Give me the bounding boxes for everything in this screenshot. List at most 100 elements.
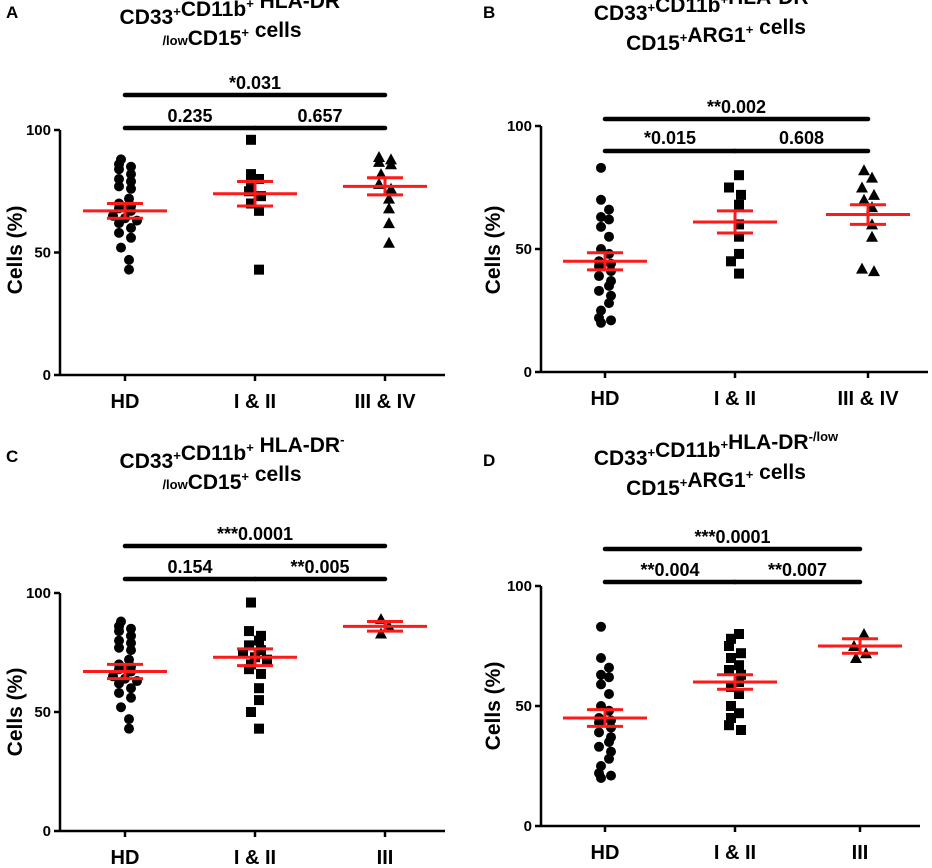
plot-area: 0 50 100 HD I & II III & IV *0.015 0.608 **0.002 xyxy=(507,97,928,410)
data-point-circle xyxy=(604,231,614,242)
y-axis-label: Cells (%) xyxy=(4,668,27,757)
data-point-circle xyxy=(114,164,124,175)
x-tick-label: III xyxy=(852,842,869,864)
panel-label: D xyxy=(483,451,495,470)
data-point-circle xyxy=(114,626,124,637)
data-point-triangle xyxy=(375,627,387,639)
data-point-circle xyxy=(126,637,136,648)
mean-sem-errorbar xyxy=(693,673,777,691)
data-point-circle xyxy=(606,770,616,781)
x-tick-label: I & II xyxy=(714,388,756,410)
data-point-square xyxy=(244,626,254,637)
data-point-square xyxy=(246,198,256,209)
data-point-square xyxy=(736,648,746,659)
y-tick-label: 0 xyxy=(524,818,532,835)
data-point-circle xyxy=(126,645,136,656)
data-point-circle xyxy=(124,714,134,725)
data-point-square xyxy=(254,264,264,275)
p-value-label: 0.154 xyxy=(167,557,212,577)
chart-title-line-2: /lowCD15+ cells xyxy=(162,19,301,50)
data-point-circle xyxy=(114,687,124,698)
x-tick-label: I & II xyxy=(234,391,276,413)
p-value-label: *0.031 xyxy=(229,73,281,93)
data-point-circle xyxy=(126,183,136,194)
data-point-circle xyxy=(116,702,126,713)
p-value-label: **0.004 xyxy=(640,560,699,580)
x-tick-label: HD xyxy=(111,847,140,868)
data-point-square xyxy=(246,169,256,180)
y-tick-label: 50 xyxy=(515,698,532,715)
y-tick-label: 100 xyxy=(26,122,51,139)
x-tick-label: HD xyxy=(591,388,620,410)
x-tick-label: III & IV xyxy=(837,388,899,410)
data-point-square xyxy=(244,640,254,651)
x-tick-label: HD xyxy=(111,391,140,413)
y-tick-label: 0 xyxy=(43,823,51,840)
y-tick-label: 50 xyxy=(515,241,532,258)
p-value-label: **0.007 xyxy=(768,560,827,580)
chart-title-line-2: CD15+ARG1+ cells xyxy=(626,461,806,500)
data-point-circle xyxy=(114,181,124,192)
data-point-triangle xyxy=(858,193,870,205)
data-point-triangle xyxy=(383,192,395,204)
data-point-circle xyxy=(596,194,606,205)
data-point-circle xyxy=(604,689,614,699)
data-point-triangle xyxy=(850,652,862,663)
data-point-square xyxy=(726,633,736,644)
data-point-circle xyxy=(596,317,606,328)
mean-sem-errorbar xyxy=(83,202,167,220)
data-point-circle xyxy=(594,271,604,282)
data-point-circle xyxy=(126,623,136,634)
x-tick-label: III xyxy=(377,847,394,868)
data-point-triangle xyxy=(383,202,395,214)
data-point-square xyxy=(734,170,744,181)
data-point-triangle xyxy=(866,171,878,183)
data-point-circle xyxy=(604,280,614,291)
data-point-square xyxy=(726,256,736,267)
data-point-circle xyxy=(114,642,124,653)
data-point-circle xyxy=(596,221,606,232)
data-point-triangle xyxy=(858,628,870,639)
data-point-square xyxy=(256,668,266,679)
chart-title-line-1: CD33+CD11b+HLA-DR-/low xyxy=(594,429,839,470)
data-point-circle xyxy=(126,683,136,694)
y-axis-label: Cells (%) xyxy=(482,206,505,295)
data-point-triangle xyxy=(856,262,868,274)
data-point-circle xyxy=(596,162,606,173)
p-value-label: **0.005 xyxy=(290,557,349,577)
data-point-square xyxy=(724,720,734,731)
y-axis-label: Cells (%) xyxy=(4,206,27,295)
data-point-circle xyxy=(596,621,606,632)
p-value-label: ***0.0001 xyxy=(217,524,293,544)
data-point-square xyxy=(246,134,256,145)
data-point-square xyxy=(254,723,264,734)
data-point-circle xyxy=(606,315,616,326)
data-point-square xyxy=(724,665,734,675)
data-point-circle xyxy=(596,773,606,783)
data-point-circle xyxy=(114,174,124,184)
data-point-square xyxy=(734,629,744,639)
data-point-triangle xyxy=(858,164,870,176)
data-point-square xyxy=(734,248,744,259)
data-point-square xyxy=(256,191,266,202)
panel-b: B CD33+CD11b+HLA-DR-/low CD15+ARG1+ cell… xyxy=(482,0,928,410)
y-tick-label: 100 xyxy=(26,585,51,602)
data-point-triangle xyxy=(385,182,397,194)
data-point-circle xyxy=(604,737,614,747)
y-tick-label: 0 xyxy=(43,367,51,384)
mean-sem-errorbar xyxy=(83,662,167,681)
data-point-circle xyxy=(114,635,124,646)
y-axis-label: Cells (%) xyxy=(482,662,505,751)
data-point-square xyxy=(734,660,744,671)
data-point-circle xyxy=(596,679,606,690)
data-point-circle xyxy=(126,232,136,243)
data-point-circle xyxy=(604,753,614,764)
data-point-circle xyxy=(124,264,134,275)
panel-label: C xyxy=(6,447,18,466)
data-point-square xyxy=(254,635,264,646)
data-point-circle xyxy=(126,169,136,180)
data-point-circle xyxy=(604,672,614,683)
p-value-label: ***0.0001 xyxy=(694,527,770,547)
p-value-label: 0.657 xyxy=(297,106,342,126)
